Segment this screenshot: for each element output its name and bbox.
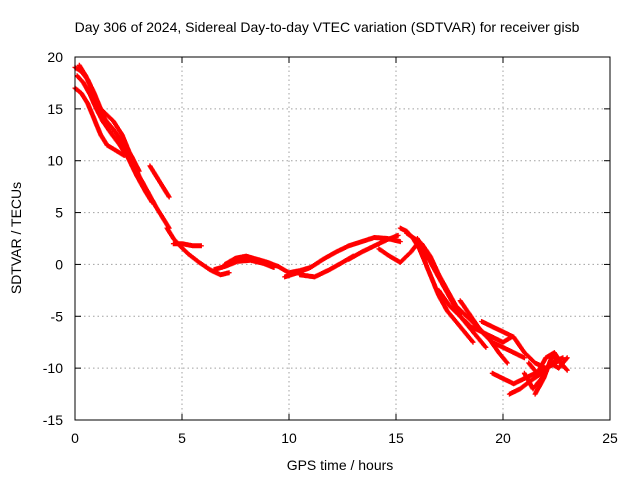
data-marker-trace	[397, 225, 476, 345]
series-track-7	[170, 241, 204, 249]
y-tick-label: -5	[51, 308, 64, 324]
x-tick-label: 10	[281, 430, 297, 446]
data-points	[72, 62, 570, 397]
y-axis-label: SDTVAR / TECUs	[8, 182, 24, 294]
axis-ticks: 0 5 10 15 20 25 -15 -10 -5 0 5 10 15 20	[43, 49, 618, 446]
data-marker-trace	[376, 241, 420, 265]
x-tick-label: 0	[71, 430, 79, 446]
data-marker-trace	[479, 319, 549, 371]
y-tick-label: -15	[43, 412, 63, 428]
data-marker-trace	[526, 350, 566, 376]
series-track-24	[526, 350, 566, 376]
plot-frame	[74, 56, 611, 421]
data-marker-trace	[76, 62, 142, 174]
series-track-14	[397, 225, 476, 345]
series-track-13	[376, 241, 420, 265]
data-marker-trace	[414, 236, 489, 350]
series-track-9	[211, 257, 277, 273]
y-tick-label: 0	[55, 256, 63, 272]
series-track-12	[346, 232, 401, 262]
series-track-18	[457, 298, 527, 361]
x-tick-label: 25	[602, 430, 618, 446]
series-track-2	[74, 73, 155, 205]
y-tick-label: -10	[43, 360, 63, 376]
data-marker-trace	[170, 241, 204, 249]
x-tick-label: 20	[495, 430, 511, 446]
series-track-3	[72, 85, 127, 158]
x-axis-label: GPS time / hours	[287, 457, 394, 473]
y-tick-label: 5	[55, 205, 63, 221]
data-marker-trace	[74, 73, 155, 205]
y-tick-label: 10	[47, 153, 63, 169]
data-marker-trace	[457, 298, 527, 361]
y-tick-label: 20	[47, 49, 63, 65]
data-marker-trace	[211, 257, 277, 273]
series-track-16	[414, 236, 489, 350]
chart-title: Day 306 of 2024, Sidereal Day-to-day VTE…	[75, 19, 580, 35]
series-track-5	[147, 163, 172, 200]
data-marker-trace	[72, 85, 127, 158]
x-tick-label: 15	[388, 430, 404, 446]
y-tick-label: 15	[47, 101, 63, 117]
x-tick-label: 5	[178, 430, 186, 446]
data-marker-trace	[147, 163, 172, 200]
series-track-4	[76, 62, 142, 174]
series-track-19	[479, 319, 549, 371]
data-marker-trace	[346, 232, 401, 262]
